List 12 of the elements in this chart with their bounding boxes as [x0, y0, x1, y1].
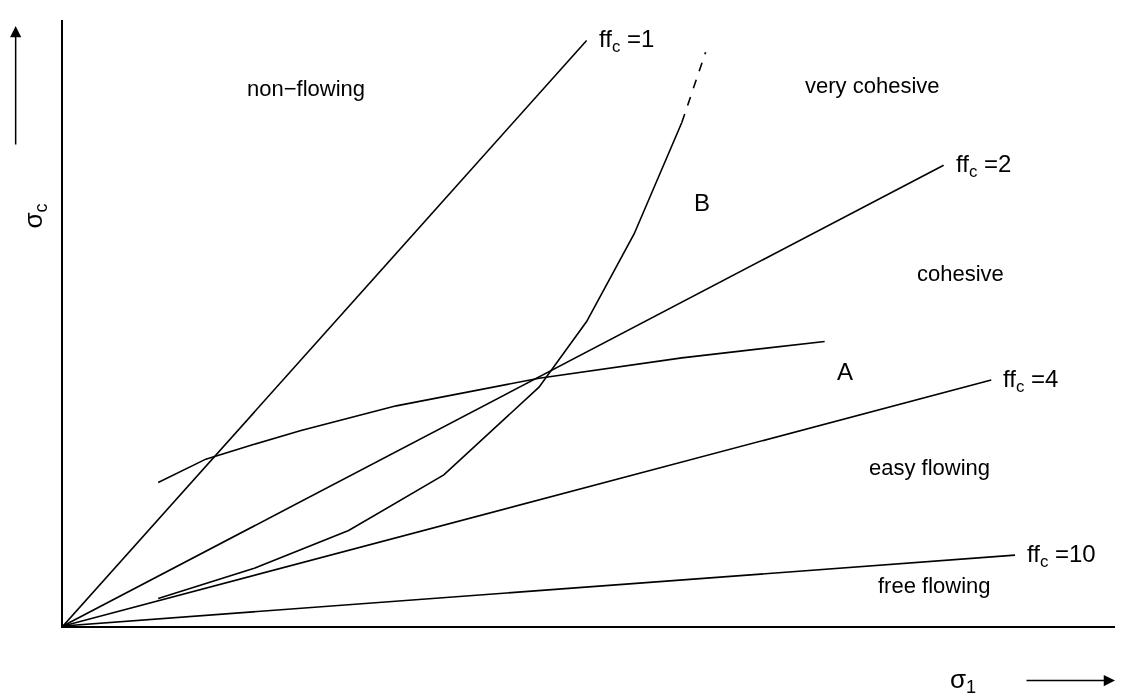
- annotation: very cohesive: [805, 73, 940, 98]
- annotation: easy flowing: [869, 455, 991, 480]
- series-label: ff$_{c}$ =2: [956, 150, 1012, 182]
- series-label: B: [694, 189, 711, 216]
- series-label: A: [837, 358, 854, 385]
- series-label: ff$_{c}$ =1: [599, 25, 655, 57]
- series-label: ff$_{c}$ =4: [1003, 365, 1059, 397]
- x-axis-title: σ$_{1}$: [950, 664, 977, 698]
- annotation: non−flowing: [247, 76, 366, 101]
- annotation: free flowing: [878, 573, 991, 598]
- annotation: cohesive: [917, 261, 1004, 286]
- series-label: ff$_{c}$ =10: [1027, 540, 1096, 572]
